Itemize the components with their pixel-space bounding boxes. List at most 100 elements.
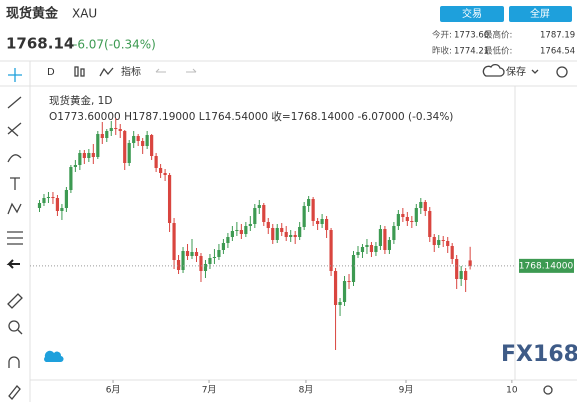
candle-body: [271, 228, 275, 240]
candle-body: [365, 245, 369, 247]
candle-body: [289, 235, 293, 237]
candle-body: [145, 135, 149, 146]
low-value: 1764.54: [540, 47, 575, 57]
candle-body: [459, 271, 463, 279]
drawing-tools[interactable]: [6, 68, 23, 400]
candle-body: [230, 231, 234, 237]
candle-body: [87, 153, 91, 158]
candle-body: [46, 197, 51, 198]
candle-body: [91, 153, 95, 157]
candle-body: [51, 197, 55, 198]
candle-body: [423, 202, 427, 211]
indicator-icon[interactable]: [99, 67, 114, 77]
candle-body: [109, 128, 113, 131]
price-change: -6.07(-0.34%): [73, 38, 156, 52]
candle-body: [383, 229, 387, 250]
x-tick-label: 7月: [202, 385, 217, 396]
save-icon[interactable]: [482, 63, 505, 77]
candle-body: [82, 153, 86, 158]
prev-close-label: 昨收:: [432, 46, 452, 57]
candle-body: [96, 134, 100, 157]
x-tick-label: 10: [506, 386, 518, 396]
candle-body: [203, 264, 208, 271]
candle-body: [253, 208, 257, 224]
candle-body: [235, 230, 239, 231]
instrument-name: 现货黄金: [6, 6, 59, 22]
x-tick-label: 6月: [106, 385, 121, 396]
candle-body: [302, 206, 306, 227]
candle-body: [414, 208, 418, 222]
candle-body: [248, 224, 252, 226]
candle-body: [266, 222, 270, 228]
trade-button-label[interactable]: 交易: [462, 7, 482, 20]
candle-body: [181, 251, 185, 270]
candle-body: [396, 214, 400, 226]
candle-body: [221, 243, 226, 250]
candle-body: [226, 237, 230, 243]
candle-body: [437, 240, 441, 245]
candle-body: [114, 128, 118, 129]
candle-body: [190, 252, 194, 256]
candle-body: [275, 228, 279, 240]
candle-body: [154, 156, 158, 168]
candle-body: [342, 281, 347, 302]
candle-body: [123, 131, 127, 163]
candle-body: [333, 271, 338, 305]
candle-body: [280, 228, 284, 232]
undo-redo[interactable]: [155, 68, 197, 73]
candle-body: [185, 251, 190, 256]
candle-body: [320, 219, 324, 224]
logo-icon: [44, 350, 64, 363]
trade-button[interactable]: [440, 6, 504, 22]
candle-type-icon[interactable]: [74, 66, 85, 77]
save-button[interactable]: 保存: [506, 65, 526, 78]
candle-body: [257, 205, 261, 208]
candle-body: [150, 135, 154, 156]
candle-body: [208, 258, 212, 264]
settings-icon[interactable]: [556, 66, 568, 78]
candle-body: [446, 241, 450, 246]
candle-body: [387, 240, 391, 250]
candle-body: [441, 240, 445, 241]
price-label: 1768.14000: [519, 261, 574, 271]
prev-close-value: 1774.21: [454, 47, 489, 57]
candle-body: [159, 168, 163, 173]
candle-body: [60, 208, 64, 211]
price-label-box: [519, 258, 574, 273]
candle-body: [105, 131, 109, 138]
candle-body: [329, 230, 333, 271]
candle-body: [132, 136, 136, 143]
x-tick-label: 8月: [299, 385, 314, 396]
candle-body: [324, 219, 329, 230]
high-label: 最高价:: [484, 30, 512, 41]
candle-body: [410, 221, 414, 222]
open-label: 今开:: [432, 30, 452, 41]
legend-title: 现货黄金, 1D: [49, 94, 112, 107]
candle-body: [347, 281, 351, 282]
candle-body: [293, 235, 297, 237]
candle-body: [78, 153, 82, 165]
fullscreen-button[interactable]: [509, 6, 572, 22]
fullscreen-button-label[interactable]: 全屏: [530, 7, 550, 20]
watermark: FX168: [501, 342, 577, 367]
candle-body: [351, 255, 356, 282]
candle-body: [419, 202, 423, 208]
candle-body: [217, 250, 221, 257]
axis-settings[interactable]: [543, 385, 553, 395]
indicators-button[interactable]: 指标: [121, 65, 141, 78]
legend-ohlc: O1773.60000 H1787.19000 L1764.54000 收=17…: [49, 110, 453, 123]
candle-body: [284, 232, 288, 237]
candle-body: [176, 260, 181, 270]
save-dropdown[interactable]: [531, 69, 539, 74]
interval-button[interactable]: D: [47, 67, 55, 78]
candle-body: [450, 246, 454, 259]
open-value: 1773.60: [454, 31, 489, 41]
candle-body: [73, 165, 77, 167]
candle-body: [298, 227, 302, 237]
candle-body: [136, 136, 140, 141]
last-price: 1768.14: [6, 35, 74, 53]
candle-body: [338, 302, 342, 305]
candle-body: [432, 237, 436, 245]
candle-body: [163, 173, 167, 175]
